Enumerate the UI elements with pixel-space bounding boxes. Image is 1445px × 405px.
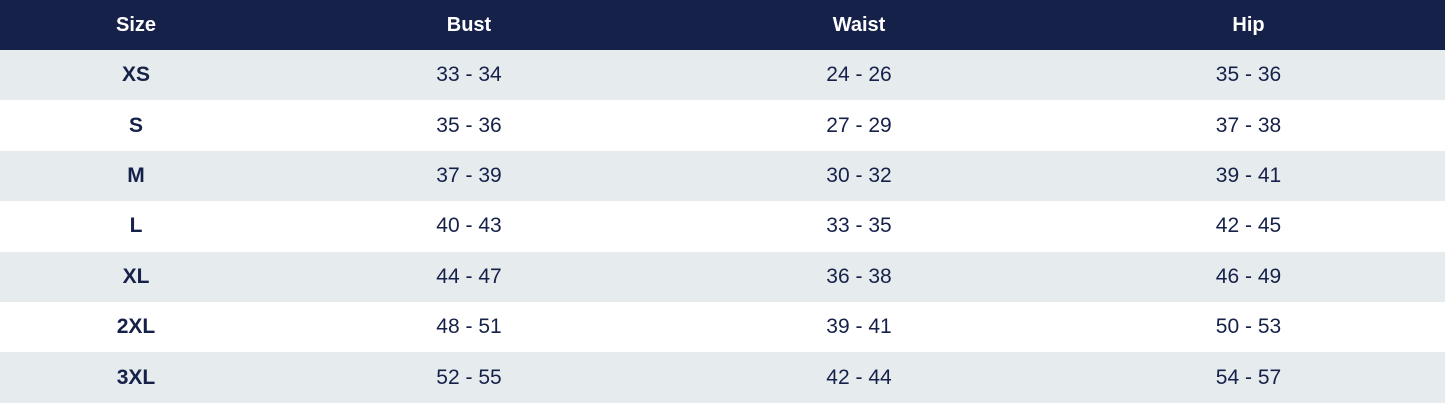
size-cell: M: [127, 163, 145, 187]
size-cell: S: [128, 113, 143, 137]
hip-cell: 42 - 45: [1215, 214, 1282, 238]
waist-cell: 24 - 26: [826, 63, 892, 87]
size-cell: XS: [121, 63, 150, 87]
table-row: S 35 - 36 27 - 29 37 - 38: [0, 100, 1445, 151]
bust-cell: 37 - 39: [436, 163, 502, 187]
hip-cell: 35 - 36: [1215, 63, 1282, 87]
table-row: XL 44 - 47 36 - 38 46 - 49: [0, 251, 1445, 302]
table-row: L 40 - 43 33 - 35 42 - 45: [0, 201, 1445, 252]
size-cell: L: [129, 214, 143, 238]
waist-cell: 36 - 38: [826, 264, 892, 288]
waist-cell: 30 - 32: [826, 163, 892, 187]
header-hip: Hip: [1232, 13, 1265, 36]
size-cell: 3XL: [116, 365, 156, 389]
size-cell: XL: [122, 264, 150, 288]
waist-cell: 39 - 41: [826, 315, 892, 339]
waist-cell: 42 - 44: [826, 365, 892, 389]
bust-cell: 44 - 47: [436, 264, 502, 288]
hip-cell: 46 - 49: [1215, 264, 1282, 288]
bust-cell: 40 - 43: [436, 214, 502, 238]
bust-cell: 48 - 51: [436, 315, 502, 339]
waist-cell: 27 - 29: [826, 113, 892, 137]
table-row: XS 33 - 34 24 - 26 35 - 36: [0, 50, 1445, 101]
bust-cell: 52 - 55: [436, 365, 502, 389]
header-row: Size Bust Waist Hip: [0, 0, 1445, 50]
table-row: M 37 - 39 30 - 32 39 - 41: [0, 150, 1445, 202]
size-cell: 2XL: [116, 315, 156, 339]
hip-cell: 39 - 41: [1215, 163, 1282, 187]
hip-cell: 37 - 38: [1215, 113, 1282, 137]
table-row: 3XL 52 - 55 42 - 44 54 - 57: [0, 352, 1445, 403]
hip-cell: 54 - 57: [1215, 365, 1282, 389]
bust-cell: 33 - 34: [436, 63, 502, 87]
table-header: Size Bust Waist Hip: [0, 0, 1445, 50]
waist-cell: 33 - 35: [826, 214, 892, 238]
header-size: Size: [115, 13, 157, 36]
table-row: 2XL 48 - 51 39 - 41 50 - 53: [0, 301, 1445, 353]
table-body: XS 33 - 34 24 - 26 35 - 36 S 35 - 36 27 …: [0, 50, 1445, 403]
hip-cell: 50 - 53: [1215, 315, 1282, 339]
bust-cell: 35 - 36: [436, 113, 502, 137]
header-waist: Waist: [832, 13, 886, 36]
header-bust: Bust: [446, 13, 492, 36]
